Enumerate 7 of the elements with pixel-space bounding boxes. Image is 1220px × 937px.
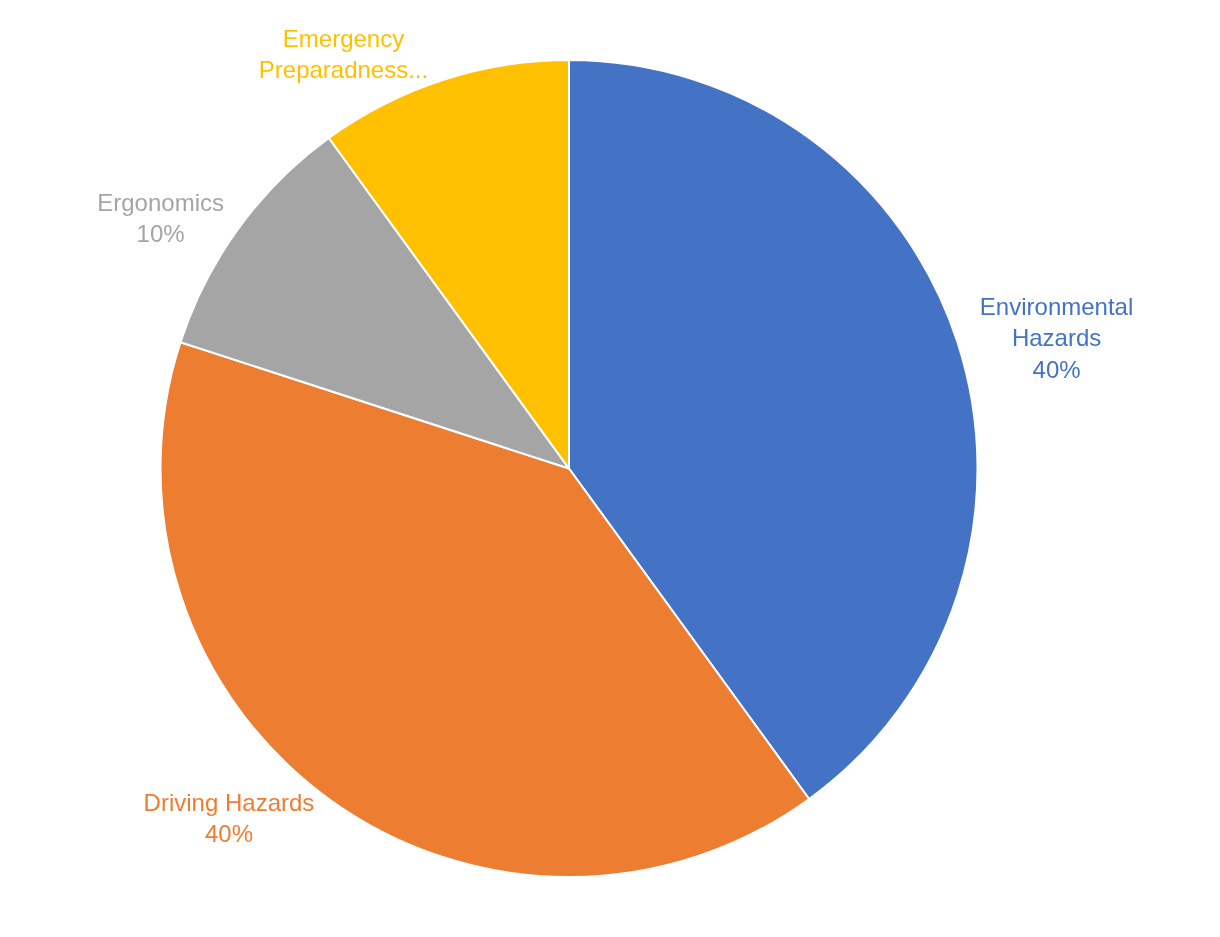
slice-label: Ergonomics: [97, 189, 224, 217]
data-label: 40%: [204, 820, 253, 848]
slice-label: Driving Hazards: [143, 788, 315, 816]
slice-label: Environmental Hazards: [979, 293, 1134, 352]
data-label: 10%: [136, 220, 185, 248]
data-label: 40%: [1032, 355, 1081, 383]
slice-label: Emergency Preparadness...: [258, 24, 429, 83]
